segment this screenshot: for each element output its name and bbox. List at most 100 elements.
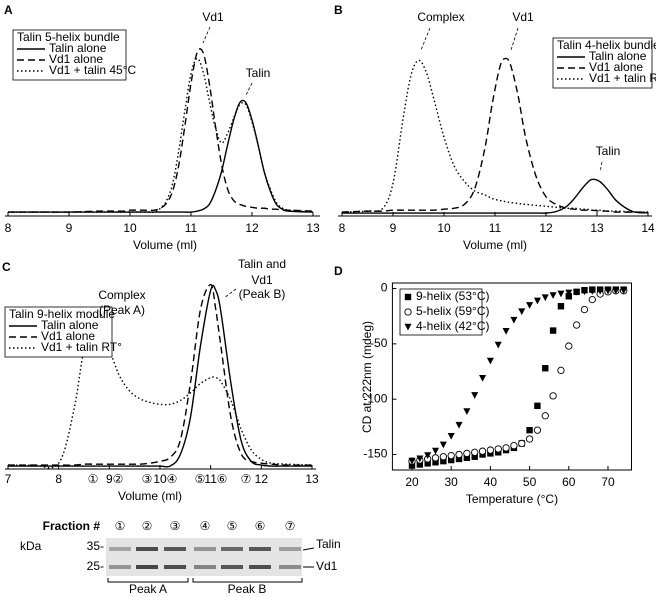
marker <box>479 374 487 382</box>
group-label: Peak A <box>129 582 167 596</box>
band <box>221 565 243 569</box>
band-label: Vd1 <box>316 559 338 573</box>
lane-label: ① <box>115 519 126 533</box>
panel-label: B <box>334 3 343 17</box>
x-tick-label: 9 <box>66 221 73 235</box>
marker <box>494 445 502 453</box>
fraction-label: ⑥ <box>217 472 228 486</box>
band <box>136 565 158 569</box>
marker <box>424 452 432 460</box>
marker <box>526 302 534 309</box>
marker <box>510 316 518 324</box>
band <box>194 547 216 551</box>
marker <box>471 453 478 460</box>
marker <box>612 287 620 295</box>
marker <box>439 441 447 449</box>
gel-marker: 25- <box>87 559 104 573</box>
fraction-label: ③ <box>142 472 153 486</box>
marker <box>408 462 416 469</box>
line <box>7 284 312 468</box>
marker <box>557 366 565 375</box>
marker <box>533 426 542 434</box>
marker <box>549 327 557 334</box>
marker <box>526 426 533 434</box>
band <box>109 547 131 551</box>
marker <box>572 321 581 329</box>
marker <box>431 454 440 462</box>
x-tick-label: 14 <box>641 221 655 235</box>
x-tick-label: 8 <box>339 221 346 235</box>
x-tick-label: 50 <box>523 475 537 489</box>
fraction-label: ④ <box>167 472 178 486</box>
group-label: Peak B <box>228 582 267 596</box>
marker <box>486 446 495 454</box>
marker <box>432 459 439 466</box>
marker <box>416 461 424 468</box>
legend-label: Vd1 alone <box>41 329 95 343</box>
legend-label: 5-helix (59°C) <box>416 304 490 318</box>
fraction-label: ⑤ <box>195 472 206 486</box>
marker <box>549 392 557 400</box>
legend-box <box>4 306 113 358</box>
legend-label: Talin alone <box>589 49 647 63</box>
marker <box>534 402 541 410</box>
x-tick-label: 8 <box>5 221 12 235</box>
marker <box>620 287 628 295</box>
band <box>279 547 301 551</box>
band <box>279 565 301 569</box>
annotation: (Peak A) <box>99 303 145 317</box>
x-tick-label: 40 <box>484 475 498 489</box>
legend-title: Talin 5-helix bundle <box>17 30 120 44</box>
marker <box>588 295 596 304</box>
legend-label: Talin alone <box>41 318 99 332</box>
marker <box>447 456 455 464</box>
leader <box>420 27 431 51</box>
annotation: Complex <box>98 288 145 302</box>
band <box>194 565 216 569</box>
x-tick-label: 30 <box>445 475 459 489</box>
y-axis-title: CD at 222nm (mdeg) <box>360 321 374 433</box>
marker <box>447 451 455 460</box>
marker <box>478 447 487 455</box>
marker <box>424 460 431 467</box>
annotation: Vd1 <box>512 10 534 24</box>
x-tick-label: 9 <box>390 221 397 235</box>
line <box>342 178 649 214</box>
gel-bands <box>109 547 301 569</box>
x-tick-label: 60 <box>562 475 576 489</box>
marker <box>502 328 510 335</box>
legend-label: 9-helix (53°C) <box>416 289 490 303</box>
marker <box>471 392 479 399</box>
legend-box <box>399 288 483 336</box>
line <box>7 319 313 469</box>
marker <box>486 357 494 365</box>
band <box>109 565 131 569</box>
annotation: Talin and <box>238 257 286 271</box>
x-tick-label: 9 <box>106 472 113 486</box>
gel-unit: kDa <box>20 539 42 553</box>
leader <box>510 27 519 51</box>
panel-label: A <box>4 3 13 17</box>
marker <box>447 432 455 440</box>
band-label: Talin <box>316 537 341 551</box>
marker <box>596 287 604 295</box>
x-tick-label: 11 <box>185 221 198 235</box>
marker <box>463 449 471 458</box>
band <box>249 547 271 551</box>
marker <box>416 455 424 463</box>
y-tick-label: -150 <box>363 447 387 461</box>
marker <box>542 365 549 372</box>
x-axis-title: Temperature (°C) <box>466 492 558 506</box>
marker <box>541 412 549 420</box>
fraction-label: ① <box>88 472 99 486</box>
marker <box>455 450 463 459</box>
marker <box>565 289 573 297</box>
marker <box>557 303 565 310</box>
x-tick-label: 10 <box>153 472 167 486</box>
annotation: (Peak B) <box>239 287 286 301</box>
gel-marker: 35- <box>87 539 104 553</box>
marker <box>580 288 588 296</box>
legend-label: Vd1 + talin RT° <box>589 71 656 85</box>
marker <box>494 341 502 349</box>
